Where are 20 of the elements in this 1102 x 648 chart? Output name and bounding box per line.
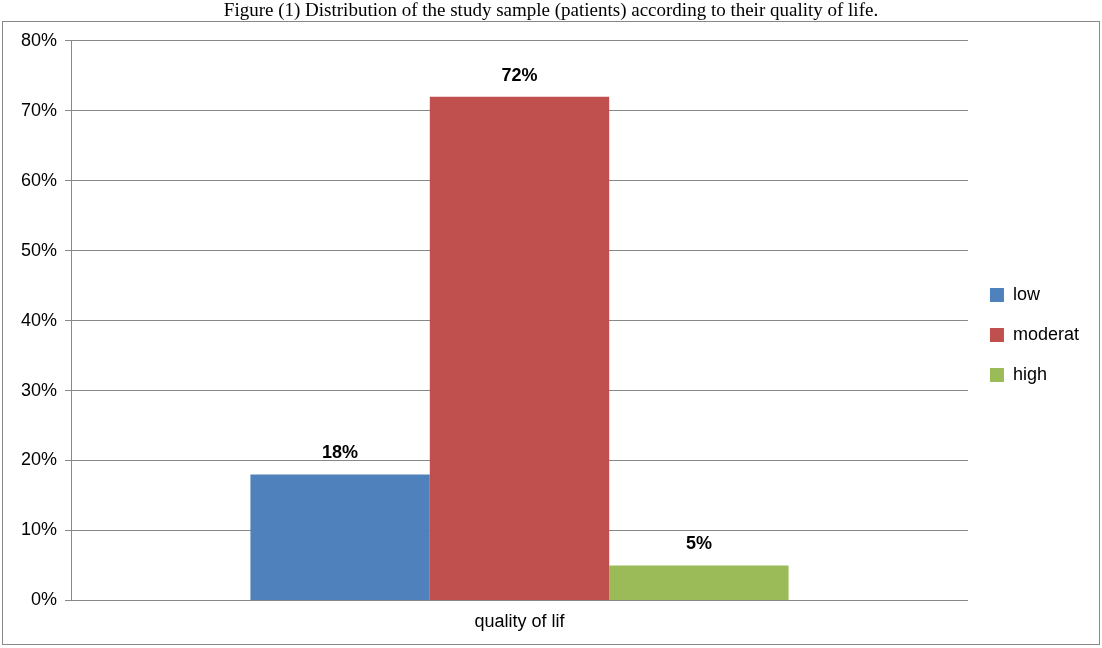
bar	[609, 565, 789, 600]
y-tick-label: 50%	[21, 239, 58, 260]
legend-label: low	[1012, 283, 1041, 304]
text: 18%	[322, 442, 359, 463]
bar	[429, 96, 610, 600]
x-tick-label: quality of lif	[474, 611, 566, 632]
legend-label: high	[1012, 363, 1047, 384]
chart-title: Figure (1) Distribution of the study sample (patients) according to their quality of life.	[222, 0, 880, 20]
y-tick-label: 0%	[31, 589, 58, 610]
y-tick-label: 80%	[21, 29, 58, 50]
y-tick-label: 70%	[21, 99, 58, 120]
y-tick-label: 60%	[21, 169, 58, 190]
text: 72%	[501, 64, 538, 85]
y-tick-label: 20%	[21, 449, 58, 470]
legend-label: moderat	[1012, 323, 1080, 344]
y-tick-label: 40%	[21, 309, 58, 330]
y-tick-label: 30%	[21, 379, 58, 400]
y-tick-label: 10%	[21, 519, 58, 540]
text: 5%	[685, 533, 712, 554]
bar	[250, 474, 430, 600]
